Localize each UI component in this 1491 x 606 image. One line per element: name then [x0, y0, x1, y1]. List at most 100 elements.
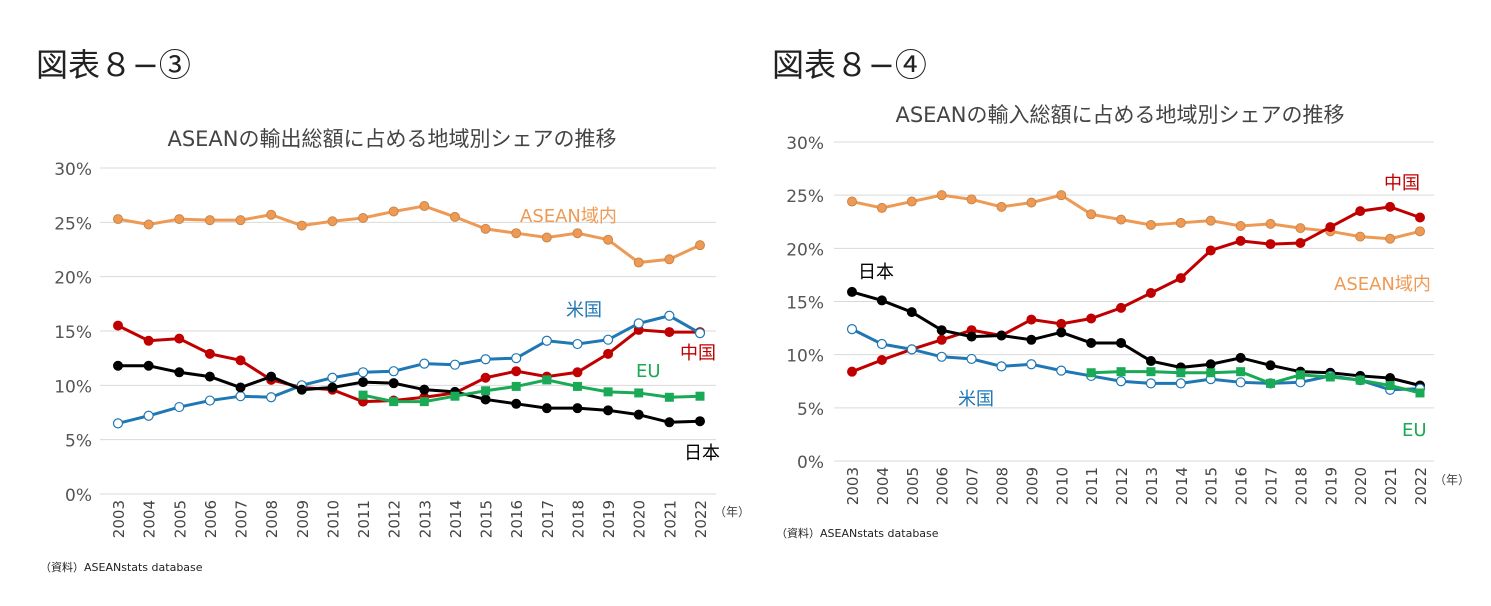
data-point [174, 367, 185, 378]
y-tick-label: 15% [786, 294, 824, 314]
data-point [1115, 376, 1127, 387]
y-tick-label: 0% [65, 486, 92, 506]
data-point [419, 201, 430, 212]
data-point [847, 366, 857, 377]
data-point [511, 366, 522, 377]
data-point [1295, 238, 1306, 249]
source-note: （資料）ASEANstats database [776, 526, 939, 540]
data-point [1265, 360, 1276, 371]
x-tick-label: 2009 [1023, 467, 1041, 505]
data-point [1116, 367, 1126, 377]
data-point [1385, 201, 1396, 212]
chart-title: ASEANの輸出総額に占める地域別シェアの推移 [167, 127, 616, 151]
x-tick-label: 2007 [964, 467, 982, 505]
data-point [541, 335, 552, 346]
y-tick-label: 10% [786, 347, 824, 367]
series-line-日本 [118, 364, 701, 424]
x-tick-label: 2011 [1083, 467, 1101, 505]
data-point [1116, 337, 1127, 348]
x-tick-label: 2019 [600, 500, 618, 538]
x-tick-label: 2013 [416, 500, 434, 538]
x-tick-label: 2007 [233, 500, 251, 538]
data-point [357, 367, 369, 378]
y-tick-label: 30% [786, 134, 824, 154]
data-point [1295, 223, 1306, 234]
x-tick-label: 2012 [386, 500, 404, 538]
data-point [1145, 219, 1156, 230]
series-label: ASEAN域内 [520, 206, 617, 227]
y-tick-label: 5% [797, 400, 824, 420]
data-point [113, 320, 123, 331]
data-point [1236, 367, 1246, 377]
data-point [664, 417, 675, 428]
data-point [906, 307, 917, 318]
data-point [1026, 334, 1037, 345]
data-point [603, 405, 614, 416]
data-point [996, 201, 1007, 212]
data-point [1175, 217, 1186, 228]
x-tick-label: 2012 [1113, 467, 1131, 505]
x-tick-label: 2014 [1173, 467, 1191, 505]
x-tick-label: 2008 [993, 467, 1011, 505]
data-point [1325, 222, 1336, 233]
data-point [1116, 302, 1127, 313]
data-point [694, 328, 706, 339]
data-point [1265, 218, 1276, 229]
data-point [542, 375, 552, 385]
data-point [1205, 359, 1216, 370]
data-point [1206, 368, 1216, 378]
x-tick-label: 2017 [1263, 467, 1281, 505]
x-tick-label: 2003 [110, 500, 128, 538]
data-point [996, 361, 1007, 372]
data-point [419, 358, 430, 369]
data-point [1205, 245, 1216, 256]
data-point [1355, 231, 1366, 242]
data-point [481, 386, 491, 396]
data-point [1295, 370, 1305, 380]
data-point [1415, 212, 1425, 223]
data-point [876, 202, 887, 213]
data-point [906, 344, 917, 355]
chart-title: ASEANの輸入総額に占める地域別シェアの推移 [895, 103, 1344, 127]
x-unit-label: （年） [714, 505, 750, 519]
data-point [996, 330, 1007, 341]
data-point [327, 372, 338, 383]
series-label: 日本 [858, 262, 894, 283]
data-point [143, 360, 154, 371]
data-point [113, 214, 123, 225]
data-point [174, 401, 185, 413]
data-point [143, 219, 154, 230]
data-point [204, 371, 215, 382]
data-point [633, 318, 644, 329]
data-point [1175, 378, 1186, 389]
data-point [936, 325, 947, 336]
data-point [1325, 372, 1335, 382]
y-tick-label: 25% [786, 187, 824, 207]
data-point [664, 327, 675, 338]
data-point [1385, 381, 1395, 391]
y-tick-label: 20% [54, 269, 92, 289]
data-point [603, 334, 614, 345]
data-point [541, 403, 552, 414]
x-tick-label: 2010 [324, 500, 342, 538]
data-point [1145, 287, 1156, 298]
data-point [633, 409, 644, 420]
data-point [966, 331, 977, 342]
data-point [1026, 359, 1037, 370]
data-point [358, 377, 369, 388]
series-label: ASEAN域内 [1334, 274, 1431, 295]
data-point [266, 209, 277, 220]
data-point [327, 382, 338, 393]
data-point [266, 371, 277, 382]
data-point [1086, 209, 1097, 220]
x-tick-label: 2008 [263, 500, 281, 538]
data-point [664, 254, 675, 265]
data-point [143, 410, 154, 421]
data-point [1026, 197, 1037, 208]
source-note: （資料）ASEANstats database [40, 560, 203, 574]
data-point [846, 324, 858, 335]
data-point [266, 392, 277, 403]
y-tick-label: 0% [797, 453, 824, 473]
x-tick-label: 2015 [1203, 467, 1221, 505]
